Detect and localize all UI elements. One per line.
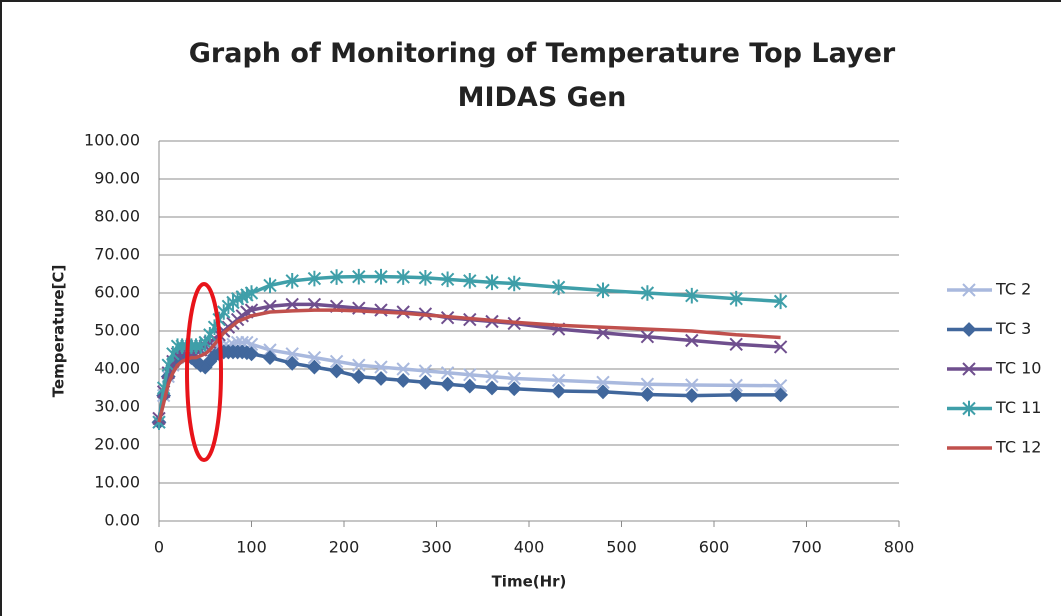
marker [729, 337, 743, 352]
marker [595, 384, 611, 400]
marker [462, 378, 478, 394]
marker [507, 371, 521, 386]
marker [374, 268, 388, 285]
marker [506, 381, 522, 397]
legend-marker [962, 283, 976, 297]
x-tick-label: 400 [514, 538, 545, 557]
marker [396, 269, 410, 285]
y-axis-title: Temperature[C] [50, 265, 68, 398]
y-tick-label: 0.00 [104, 511, 140, 530]
x-tick-label: 800 [884, 538, 915, 557]
highlight-ellipse [185, 282, 223, 462]
marker [685, 378, 699, 392]
y-tick-label: 20.00 [94, 435, 140, 454]
marker [685, 333, 699, 348]
marker [551, 279, 566, 296]
marker [285, 273, 299, 289]
y-tick-label: 90.00 [94, 169, 140, 188]
y-tick-label: 60.00 [94, 283, 140, 302]
y-tick-label: 30.00 [94, 397, 140, 416]
legend-label: TC 10 [995, 359, 1041, 378]
marker [463, 367, 477, 382]
legend-marker [961, 322, 977, 337]
x-tick-label: 600 [699, 538, 730, 557]
marker [773, 387, 789, 403]
y-tick-label: 100.00 [84, 131, 140, 150]
marker [773, 340, 788, 354]
marker [285, 347, 299, 361]
marker [307, 350, 322, 365]
series-line [157, 302, 781, 419]
y-tick-label: 10.00 [94, 473, 140, 492]
marker [463, 273, 477, 289]
marker [440, 366, 455, 380]
marker [640, 329, 655, 344]
x-tick-label: 700 [791, 538, 822, 557]
marker [485, 274, 499, 291]
marker [773, 293, 788, 310]
marker [507, 275, 521, 292]
marker [307, 270, 322, 287]
legend-label: TC 3 [995, 319, 1031, 338]
marker [352, 268, 366, 285]
marker [418, 364, 433, 378]
legend-label: TC 2 [995, 280, 1031, 299]
marker [729, 290, 743, 307]
marker [263, 277, 277, 294]
marker [329, 269, 344, 285]
legend-label: TC 12 [995, 438, 1041, 457]
marker [417, 374, 433, 390]
marker [685, 287, 699, 304]
marker [639, 387, 655, 402]
marker [263, 343, 277, 357]
marker [773, 379, 788, 393]
x-tick-label: 200 [329, 538, 360, 557]
marker [244, 285, 259, 301]
marker [484, 380, 500, 396]
x-axis-title: Time(Hr) [492, 573, 567, 591]
y-tick-label: 50.00 [94, 321, 140, 340]
marker [440, 271, 455, 288]
marker [244, 346, 259, 362]
x-tick-label: 0 [154, 538, 164, 557]
marker [596, 282, 610, 299]
y-tick-label: 70.00 [94, 245, 140, 264]
legend-marker [962, 362, 976, 376]
chart-title: Graph of Monitoring of Temperature Top L… [188, 38, 896, 113]
marker [285, 297, 299, 312]
marker [329, 354, 344, 369]
y-tick-label: 40.00 [94, 359, 140, 378]
marker [640, 285, 655, 301]
legend-marker [962, 400, 976, 417]
marker [728, 387, 744, 403]
marker [329, 363, 345, 379]
marker [551, 383, 567, 399]
marker [596, 375, 610, 390]
marker [418, 270, 433, 286]
marker [396, 362, 410, 376]
marker [373, 371, 389, 386]
marker [374, 303, 388, 317]
marker [262, 350, 278, 366]
marker [684, 388, 700, 404]
marker [351, 369, 367, 385]
marker [374, 360, 388, 374]
marker [551, 373, 566, 388]
marker [352, 358, 366, 372]
marker [284, 355, 300, 371]
marker [395, 372, 411, 388]
marker [640, 377, 655, 391]
marker [729, 378, 743, 393]
x-tick-label: 300 [421, 538, 452, 557]
marker [485, 369, 499, 384]
x-tick-label: 500 [606, 538, 637, 557]
marker [440, 376, 456, 392]
series-line [157, 308, 781, 423]
x-tick-label: 100 [236, 538, 267, 557]
marker [306, 359, 322, 375]
y-tick-label: 80.00 [94, 207, 140, 226]
legend-label: TC 11 [995, 398, 1041, 417]
